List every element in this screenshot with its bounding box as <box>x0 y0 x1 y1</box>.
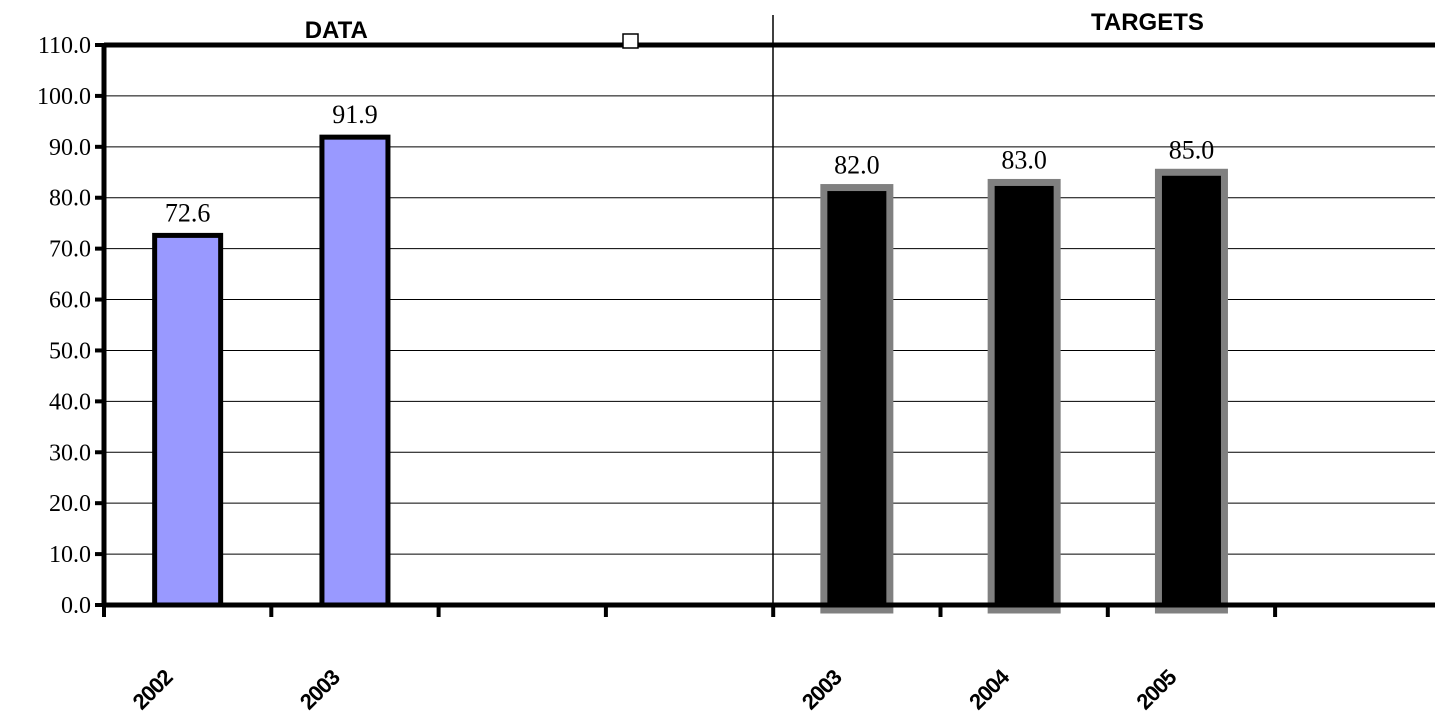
bar <box>824 188 890 610</box>
y-tick-label: 100.0 <box>37 84 91 110</box>
y-tick-label: 70.0 <box>49 237 91 263</box>
x-tick-label: 2002 <box>128 664 178 714</box>
data-label: 82.0 <box>834 151 880 180</box>
y-tick-label: 0.0 <box>61 593 91 619</box>
y-tick-label: 30.0 <box>49 440 91 466</box>
y-tick-label: 90.0 <box>49 135 91 161</box>
selection-handle <box>623 34 638 48</box>
y-tick-label: 40.0 <box>49 389 91 415</box>
section-title: TARGETS <box>1091 9 1204 36</box>
y-tick-label: 10.0 <box>49 542 91 568</box>
y-tick-label: 50.0 <box>49 338 91 364</box>
section-title: DATA <box>305 17 368 44</box>
y-tick-label: 80.0 <box>49 186 91 212</box>
bar <box>1158 172 1224 610</box>
data-label: 72.6 <box>165 198 211 227</box>
data-label: 85.0 <box>1169 135 1215 164</box>
data-label: 83.0 <box>1001 145 1047 174</box>
x-tick-label: 2003 <box>797 664 847 714</box>
bar <box>991 182 1057 610</box>
x-tick-label: 2004 <box>964 664 1015 715</box>
y-tick-label: 110.0 <box>38 33 91 59</box>
bar <box>322 137 388 605</box>
bar <box>155 235 221 605</box>
data-label: 91.9 <box>332 100 378 129</box>
y-tick-label: 60.0 <box>49 288 91 314</box>
x-tick-label: 2005 <box>1131 664 1181 714</box>
y-tick-label: 20.0 <box>49 491 91 517</box>
x-tick-label: 2003 <box>295 664 345 714</box>
